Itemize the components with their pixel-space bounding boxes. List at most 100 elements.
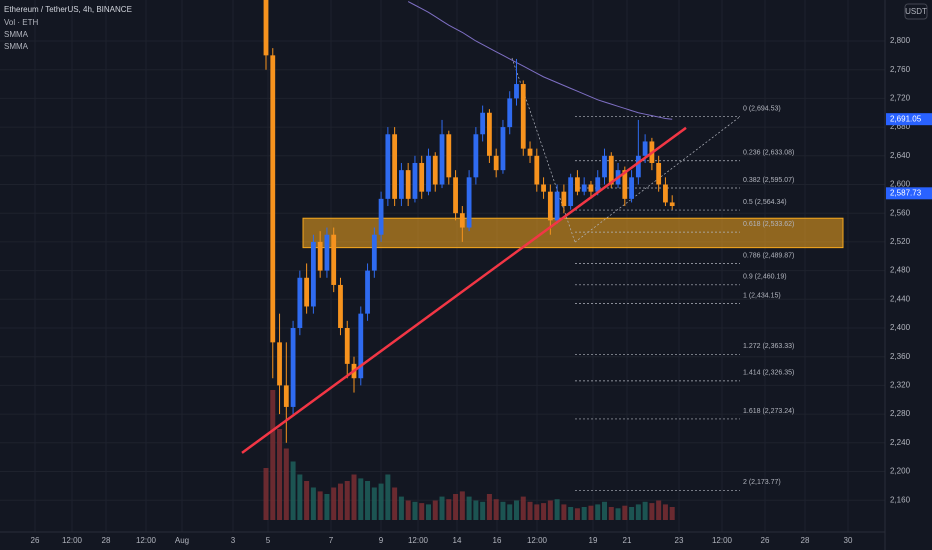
volume-bar: [304, 481, 310, 520]
volume-bar: [419, 503, 425, 520]
x-tick-label: 28: [102, 536, 111, 545]
indicator: SMMA: [4, 42, 29, 51]
x-tick-label: 3: [231, 536, 236, 545]
fib-diagonal: [574, 116, 741, 243]
candle-body: [663, 184, 668, 203]
y-tick-label: 2,800: [890, 36, 911, 45]
y-tick-label: 2,760: [890, 65, 911, 74]
volume-bar: [507, 504, 513, 520]
volume-bar: [662, 504, 668, 520]
candle-body: [432, 155, 438, 185]
candle-body: [588, 184, 594, 192]
volume-bar: [568, 507, 574, 520]
x-tick-label: 12:00: [527, 536, 548, 545]
price-label-box: [886, 187, 932, 200]
candle-body: [358, 313, 364, 379]
currency[interactable]: USDT: [905, 7, 927, 16]
volume-bar: [337, 483, 343, 520]
y-tick-label: 2,400: [890, 323, 911, 332]
volume-bar: [351, 474, 357, 520]
candle-body: [392, 134, 398, 199]
x-tick-label: 5: [266, 536, 271, 545]
y-tick-label: 2,240: [890, 438, 911, 447]
currency-box[interactable]: [904, 3, 928, 20]
price-label: 2,587.73: [890, 188, 922, 197]
candle-body: [642, 141, 648, 156]
candle-body: [635, 155, 641, 178]
candle-body: [338, 284, 343, 328]
candle-body: [568, 177, 574, 207]
fib-label: 1.272 (2,363.33): [743, 343, 794, 350]
price-label: 2,691.05: [890, 114, 922, 123]
volume-bar: [439, 496, 445, 520]
volume-bar: [534, 504, 540, 520]
candle-body: [385, 134, 391, 199]
y-tick-label: 2,600: [890, 180, 911, 189]
volume-bar: [344, 481, 350, 520]
volume-bar: [493, 499, 499, 520]
y-tick-label: 2,320: [890, 381, 911, 390]
x-tick-label: 12:00: [712, 536, 733, 545]
candle-body: [466, 177, 472, 228]
volume-bar: [459, 491, 465, 520]
indicator: SMMA: [4, 30, 29, 39]
candle-body: [399, 170, 404, 199]
candle-body: [554, 191, 560, 221]
volume-bar: [500, 501, 506, 520]
fib-label: 2 (2,173.77): [743, 479, 781, 486]
volume-bar: [574, 508, 580, 520]
y-tick-label: 2,720: [890, 94, 911, 103]
candle-body: [527, 148, 533, 156]
x-tick-label: 7: [329, 536, 334, 545]
x-tick-label: 16: [493, 536, 502, 545]
volume-bar: [446, 499, 452, 520]
volume-bar: [547, 500, 553, 520]
volume-bar: [331, 487, 337, 520]
candle-body: [324, 234, 330, 271]
candle-body: [507, 98, 513, 128]
volume-bar: [541, 503, 547, 520]
fib-label: 0.9 (2,460.19): [743, 274, 787, 281]
x-tick-label: 23: [675, 536, 684, 545]
volume-bar: [290, 461, 296, 520]
volume-bar: [392, 487, 398, 520]
volume-bar: [513, 500, 519, 520]
candle-body: [493, 155, 499, 171]
volume-bar: [263, 468, 269, 520]
volume-bar: [371, 487, 377, 520]
volume-bar: [595, 504, 601, 520]
candle-body: [317, 241, 323, 271]
volume-bar: [635, 504, 641, 520]
candle-body: [500, 127, 506, 171]
volume-bar: [642, 501, 648, 520]
candle-body: [297, 277, 303, 328]
candle-body: [304, 277, 310, 307]
fib-label: 1.618 (2,273.24): [743, 408, 794, 415]
y-tick-label: 2,680: [890, 122, 911, 131]
x-tick-label: 12:00: [136, 536, 157, 545]
candle-body: [263, 0, 269, 56]
candle-body: [629, 177, 634, 199]
x-tick-label: 14: [453, 536, 462, 545]
volume-bar: [365, 481, 371, 520]
candle-body: [371, 234, 377, 271]
indicator: Vol · ETH: [4, 18, 38, 27]
candle-body: [290, 327, 296, 407]
volume-bar: [270, 390, 276, 520]
y-tick-label: 2,440: [890, 294, 911, 303]
volume-bar: [453, 494, 459, 520]
fib-label: 1.414 (2,326.35): [743, 370, 794, 377]
x-tick-label: 28: [801, 536, 810, 545]
volume-bar: [520, 496, 526, 520]
fib-label: 1 (2,434.15): [743, 292, 781, 299]
candle-body: [344, 327, 350, 364]
volume-bar: [486, 494, 492, 520]
volume-bar: [656, 500, 662, 520]
y-tick-label: 2,640: [890, 151, 911, 160]
x-tick-label: 26: [31, 536, 40, 545]
x-tick-label: 26: [761, 536, 770, 545]
candle-body: [520, 84, 526, 149]
y-tick-label: 2,200: [890, 467, 911, 476]
y-tick-label: 2,520: [890, 237, 911, 246]
